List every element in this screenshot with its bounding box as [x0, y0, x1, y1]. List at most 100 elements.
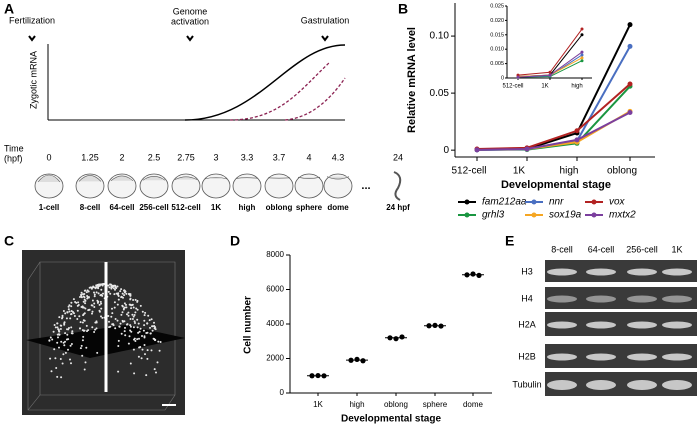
nucleus [109, 292, 112, 295]
ellipsis: ... [361, 180, 370, 192]
legend-label: vox [609, 197, 626, 208]
y-tick-label: 4000 [266, 319, 284, 328]
y-axis-title: Cell number [243, 296, 254, 354]
nucleus [117, 339, 120, 342]
nucleus [146, 322, 149, 325]
nucleus [57, 336, 59, 339]
nucleus [69, 317, 72, 320]
nucleus [138, 337, 140, 340]
nucleus [63, 344, 66, 347]
nucleus [111, 307, 113, 310]
nucleus [78, 315, 81, 318]
point [309, 373, 315, 379]
nucleus [82, 295, 85, 298]
nucleus [100, 315, 102, 318]
point [348, 357, 354, 363]
nucleus [91, 299, 94, 302]
nucleus [143, 319, 146, 322]
nucleus [125, 306, 128, 309]
nucleus [91, 326, 94, 329]
nucleus [132, 326, 135, 329]
nucleus [82, 313, 85, 316]
nucleus [110, 287, 113, 290]
inset-y-tick-label: 0 [501, 75, 504, 81]
nucleus [81, 339, 84, 342]
nucleus [150, 349, 153, 352]
nucleus [135, 307, 138, 310]
nucleus [67, 338, 70, 341]
nucleus [134, 311, 137, 314]
nucleus [93, 291, 95, 294]
nucleus [79, 347, 82, 350]
nucleus [136, 318, 139, 321]
nucleus [122, 296, 124, 299]
point [627, 110, 633, 116]
nucleus [97, 287, 100, 290]
row-label: H3 [521, 266, 533, 276]
point [548, 70, 552, 74]
nucleus [144, 311, 147, 314]
nucleus [120, 288, 123, 291]
nucleus [73, 315, 76, 317]
inset-y-tick-label: 0.015 [490, 32, 504, 38]
nucleus [98, 309, 101, 312]
nucleus [85, 346, 88, 349]
nucleus [70, 362, 72, 365]
point [360, 358, 366, 364]
nucleus [122, 307, 125, 310]
point [516, 75, 520, 79]
nucleus [132, 299, 135, 301]
nucleus [120, 332, 123, 335]
point [399, 334, 405, 340]
nucleus [81, 329, 84, 332]
nucleus [63, 322, 66, 325]
nucleus [91, 312, 93, 315]
nucleus [70, 305, 73, 308]
nucleus [56, 341, 59, 344]
nucleus [124, 334, 127, 337]
nucleus [53, 348, 56, 351]
nucleus [114, 286, 117, 289]
nucleus [126, 313, 128, 316]
nucleus [123, 302, 126, 305]
series-line [517, 34, 583, 78]
nucleus [61, 362, 64, 365]
nucleus [121, 292, 124, 295]
nucleus [136, 338, 139, 341]
nucleus [153, 327, 156, 330]
nucleus [57, 333, 60, 336]
nucleus [99, 300, 102, 303]
stage-label: sphere [296, 203, 323, 212]
panel-letter: A [4, 1, 14, 17]
nucleus [155, 371, 157, 374]
x-tick-label: 1K [313, 400, 323, 409]
blot-strip [545, 287, 697, 309]
x-tick-label: 512-cell [451, 166, 486, 177]
panel-letter: E [505, 233, 514, 249]
point [580, 27, 584, 31]
stage-label: 64-cell [110, 203, 135, 212]
nucleus [112, 287, 115, 290]
nucleus [80, 294, 83, 297]
nucleus [113, 293, 116, 296]
band [627, 380, 657, 390]
nucleus [151, 329, 154, 332]
x-tick-label: oblong [384, 400, 408, 409]
nucleus [121, 311, 124, 314]
nucleus [115, 292, 118, 295]
nucleus [131, 318, 134, 320]
nucleus [132, 306, 135, 309]
nucleus [82, 300, 85, 303]
embryo [294, 173, 324, 199]
nucleus [83, 368, 86, 371]
nucleus [86, 297, 89, 300]
point [321, 373, 327, 379]
nucleus [131, 313, 134, 316]
blastoderm [297, 176, 321, 179]
nucleus [113, 301, 116, 304]
nucleus [109, 283, 112, 286]
stage-label: 24 hpf [386, 203, 410, 212]
nucleus [156, 361, 159, 364]
nucleus [116, 319, 119, 322]
stage-label: 1-cell [39, 203, 59, 212]
